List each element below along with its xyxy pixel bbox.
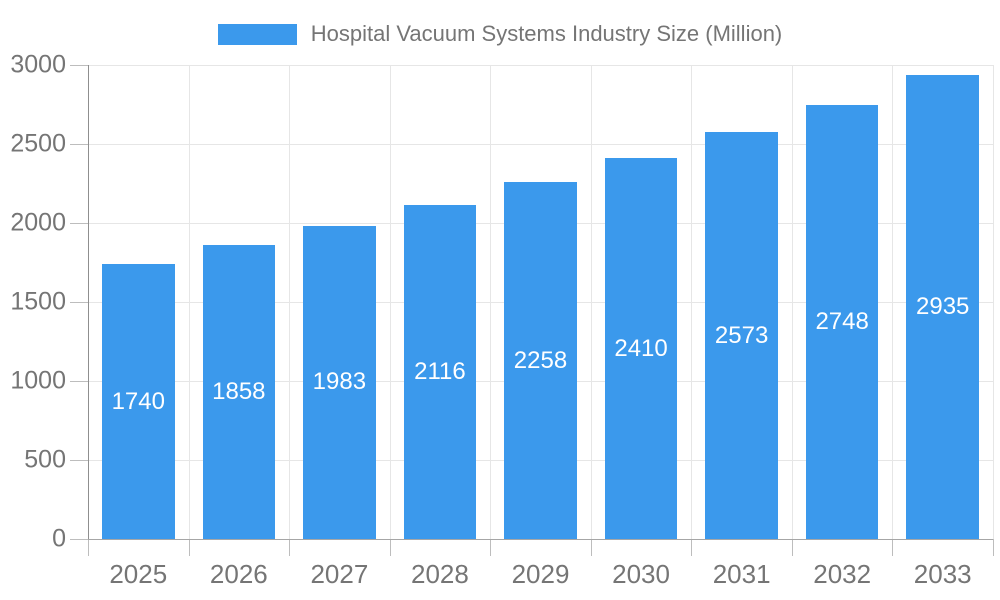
x-axis-tick-8 [892, 539, 894, 556]
x-axis-tick-4 [490, 539, 492, 556]
gridline-h-0 [88, 539, 993, 540]
x-axis-label-2027: 2027 [310, 559, 369, 589]
y-axis-tick-500 [70, 460, 88, 461]
bar-2026[interactable]: 1858 [202, 245, 276, 539]
bar-2030[interactable]: 2410 [604, 158, 678, 539]
bar-value-label-2033: 2935 [916, 293, 970, 321]
x-axis-label-2030: 2030 [612, 559, 670, 589]
x-axis-label-2029: 2029 [511, 559, 570, 589]
x-axis-label-2025: 2025 [109, 559, 168, 589]
plot-area: 0 500 1000 1500 2000 2500 3000 1740 2025 1858 2026… [10, 51, 994, 589]
x-axis-tick-2 [289, 539, 291, 556]
bar-value-label-2025: 1740 [111, 387, 165, 415]
bar-2028[interactable]: 2116 [403, 204, 477, 539]
x-axis-label-2033: 2033 [913, 559, 972, 589]
y-axis-label-3000: 3000 [10, 50, 66, 79]
x-axis-label-2028: 2028 [411, 559, 469, 589]
bar-2027[interactable]: 1983 [303, 225, 376, 539]
x-axis-tick-0 [88, 539, 89, 556]
x-axis-tick-7 [791, 539, 793, 556]
gridline-v-9 [993, 65, 994, 539]
bar-value-label-2031: 2573 [714, 321, 769, 349]
bar-value-label-2027: 1983 [312, 368, 367, 396]
x-axis-label-2031: 2031 [712, 559, 771, 589]
bar-2033[interactable]: 2935 [906, 75, 979, 539]
x-axis-tick-5 [590, 539, 592, 556]
y-axis-tick-3000 [70, 65, 88, 66]
y-axis-tick-1000 [70, 381, 88, 382]
bar-value-label-2029: 2258 [513, 346, 568, 374]
gridline-v-3 [389, 65, 391, 539]
gridline-v-8 [892, 65, 894, 539]
y-axis-tick-1500 [70, 302, 88, 303]
bar-value-label-2030: 2410 [614, 334, 668, 362]
y-axis-label-1500: 1500 [10, 287, 66, 316]
y-axis-label-2500: 2500 [10, 129, 66, 158]
y-axis-tick-2000 [70, 223, 88, 224]
gridline-v-6 [691, 65, 693, 539]
bar-2029[interactable]: 2258 [504, 182, 577, 539]
gridline-h-2500 [88, 144, 993, 145]
gridline-h-3000 [88, 65, 993, 66]
bar-2031[interactable]: 2573 [705, 132, 778, 539]
x-axis-tick-1 [188, 539, 190, 556]
y-axis-tick-2500 [70, 144, 88, 145]
legend: Hospital Vacuum Systems Industry Size (M… [0, 21, 1000, 47]
legend-series-label[interactable]: Hospital Vacuum Systems Industry Size (M… [310, 21, 783, 46]
gridline-v-1 [188, 65, 190, 539]
y-axis-line [88, 65, 89, 539]
bar-value-label-2032: 2748 [815, 307, 869, 335]
x-axis-tick-9 [993, 539, 994, 556]
bar-value-label-2028: 2116 [414, 357, 466, 385]
x-axis-tick-3 [389, 539, 391, 556]
bar-2032[interactable]: 2748 [805, 104, 879, 539]
gridline-v-5 [590, 65, 592, 539]
gridline-v-2 [289, 65, 291, 539]
bar-value-label-2026: 1858 [212, 378, 266, 406]
gridline-v-7 [791, 65, 793, 539]
x-axis-tick-6 [691, 539, 693, 556]
gridline-v-4 [490, 65, 492, 539]
y-axis-label-500: 500 [24, 445, 66, 474]
y-axis-label-0: 0 [52, 524, 66, 553]
y-axis-label-1000: 1000 [10, 366, 66, 395]
y-axis-tick-0 [70, 539, 88, 540]
x-axis-label-2026: 2026 [209, 559, 268, 589]
y-axis-label-2000: 2000 [10, 208, 66, 237]
bar-2025[interactable]: 1740 [102, 264, 175, 539]
legend-swatch[interactable] [217, 23, 297, 45]
x-axis-label-2032: 2032 [813, 559, 872, 589]
